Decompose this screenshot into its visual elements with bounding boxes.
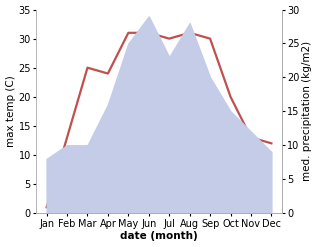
- Y-axis label: max temp (C): max temp (C): [5, 75, 16, 147]
- X-axis label: date (month): date (month): [120, 231, 198, 242]
- Y-axis label: med. precipitation (kg/m2): med. precipitation (kg/m2): [302, 41, 313, 181]
